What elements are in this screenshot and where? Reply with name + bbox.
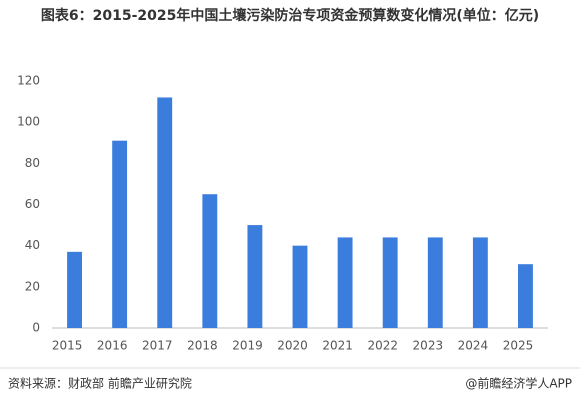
x-tick-label: 2021 (322, 339, 353, 353)
bar (382, 237, 398, 328)
bar (518, 264, 533, 328)
y-tick-label: 40 (25, 238, 40, 252)
x-tick-label: 2023 (413, 339, 444, 353)
x-tick-label: 2025 (503, 339, 534, 353)
y-tick-label: 80 (25, 156, 40, 170)
chart-title: 图表6：2015-2025年中国土壤污染防治专项资金预算数变化情况(单位：亿元) (40, 8, 540, 24)
x-tick-label: 2015 (52, 339, 83, 353)
x-tick-label: 2020 (277, 339, 308, 353)
bar (337, 237, 353, 328)
bar (67, 251, 82, 328)
bar (472, 237, 488, 328)
y-tick-label: 120 (17, 74, 40, 88)
x-tick-label: 2018 (187, 339, 218, 353)
y-tick-label: 0 (32, 321, 40, 335)
x-tick-label: 2017 (142, 339, 173, 353)
bar (202, 194, 218, 328)
y-tick-label: 100 (17, 115, 40, 129)
x-tick-label: 2022 (367, 339, 398, 353)
y-tick-label: 20 (25, 279, 40, 293)
x-tick-label: 2019 (232, 339, 263, 353)
bar (112, 140, 128, 328)
x-tick-label: 2024 (458, 339, 489, 353)
credit: @前瞻经济学人APP (465, 376, 572, 391)
y-tick-label: 60 (25, 197, 40, 211)
bar (427, 237, 443, 328)
source: 资料来源：财政部 前瞻产业研究院 (8, 376, 192, 391)
bar (247, 225, 263, 328)
bar (292, 245, 308, 328)
bar (157, 97, 173, 328)
x-tick-label: 2016 (97, 339, 128, 353)
